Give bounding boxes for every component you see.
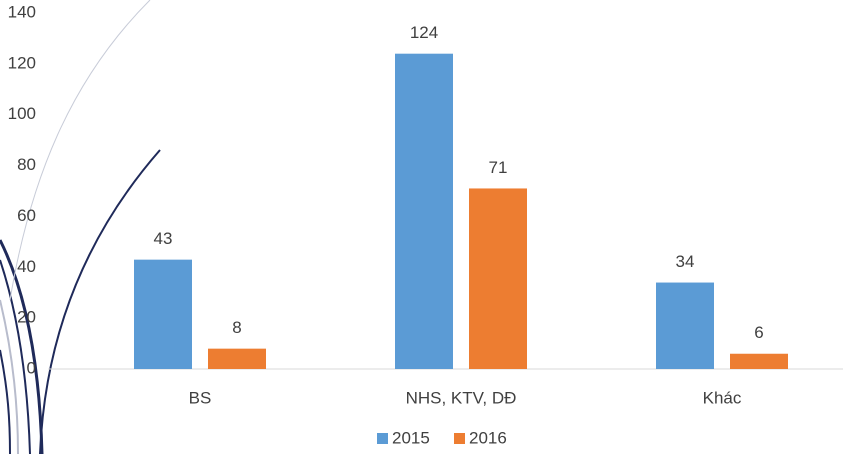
legend-swatch [454, 433, 465, 444]
bar [208, 349, 266, 369]
bar [469, 188, 527, 369]
legend-label: 2016 [469, 428, 507, 447]
bar [134, 260, 192, 369]
chart: 0 20 40 60 80 100 120 140 BS 43 8 NHS, KTV, DĐ 124 71… [0, 0, 843, 454]
legend-swatch [377, 433, 388, 444]
value-label: 8 [232, 318, 241, 337]
legend-label: 2015 [392, 428, 430, 447]
y-tick-label: 140 [8, 2, 36, 21]
y-tick-label: 40 [17, 257, 36, 276]
x-tick-label: BS [189, 388, 212, 407]
value-label: 34 [676, 252, 695, 271]
value-label: 124 [410, 23, 438, 42]
y-tick-label: 20 [17, 308, 36, 327]
value-label: 71 [489, 158, 508, 177]
y-tick-label: 120 [8, 53, 36, 72]
y-tick-label: 100 [8, 104, 36, 123]
x-tick-label: Khác [703, 388, 742, 407]
x-tick-label: NHS, KTV, DĐ [406, 388, 517, 407]
bar [395, 54, 453, 369]
y-tick-label: 60 [17, 206, 36, 225]
y-tick-label: 0 [27, 358, 36, 377]
value-label: 43 [154, 229, 173, 248]
value-label: 6 [754, 323, 763, 342]
y-tick-label: 80 [17, 155, 36, 174]
bar [656, 283, 714, 369]
bar [730, 354, 788, 369]
